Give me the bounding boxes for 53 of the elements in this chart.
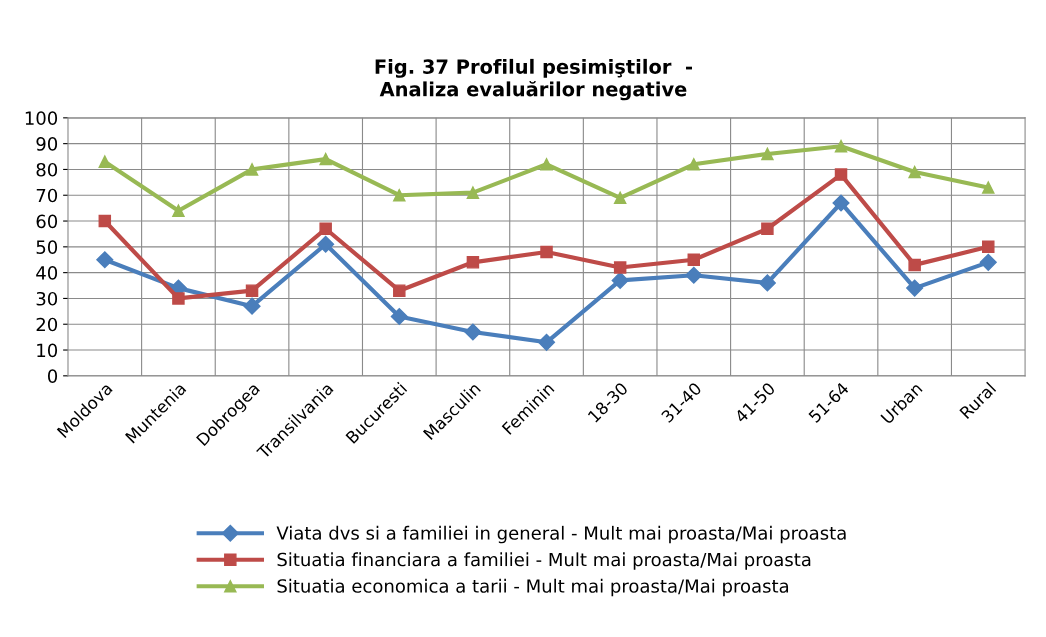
point	[537, 333, 556, 351]
point	[685, 266, 703, 284]
point	[319, 222, 332, 236]
point	[466, 186, 480, 199]
y-tick-label: 30	[36, 291, 58, 306]
point	[172, 204, 185, 217]
legend-label: Viata dvs si a familiei in general - Mult mai proasta/Mai proasta	[276, 525, 846, 544]
point	[540, 245, 553, 259]
point	[761, 147, 774, 161]
point	[982, 240, 995, 254]
legend-label: Situatia economica a tarii - Mult mai proasta/Mai proasta	[277, 578, 789, 597]
point	[906, 279, 924, 297]
point	[172, 292, 185, 305]
point	[834, 168, 848, 181]
point	[687, 158, 701, 171]
y-tick-label: 50	[36, 240, 58, 254]
point	[613, 191, 627, 205]
point	[243, 297, 261, 315]
point	[245, 284, 259, 297]
point	[979, 253, 997, 271]
point	[908, 165, 921, 179]
point	[611, 271, 629, 289]
point	[98, 214, 112, 228]
point	[540, 158, 553, 171]
point	[908, 258, 921, 272]
point	[758, 274, 776, 292]
point	[98, 155, 112, 168]
y-tick-label: 100	[25, 111, 58, 125]
point	[317, 235, 335, 253]
point	[245, 163, 259, 176]
y-tick-label: 60	[36, 214, 58, 229]
point	[390, 307, 408, 326]
y-tick-label: 0	[47, 369, 58, 383]
point	[834, 139, 848, 153]
y-tick-label: 40	[36, 266, 58, 280]
point	[466, 256, 480, 269]
point	[319, 152, 332, 166]
point	[393, 188, 406, 202]
point	[761, 222, 774, 236]
y-tick-label: 80	[36, 162, 58, 177]
y-tick-label: 70	[36, 188, 58, 203]
y-tick-label: 10	[37, 343, 58, 358]
point	[464, 323, 482, 341]
chart-title: Fig. 37 Profilul pesimiştilor - Analiza evaluărilor negative	[375, 58, 692, 101]
point	[613, 261, 627, 274]
point	[96, 251, 114, 269]
y-tick-label: 90	[36, 137, 58, 151]
y-tick-label: 20	[36, 317, 58, 332]
point	[393, 284, 406, 297]
point	[832, 194, 850, 212]
point	[687, 253, 701, 266]
point	[982, 181, 995, 194]
legend-label: Situatia financiara a familiei - Mult mai proasta/Mai proasta	[277, 552, 811, 570]
